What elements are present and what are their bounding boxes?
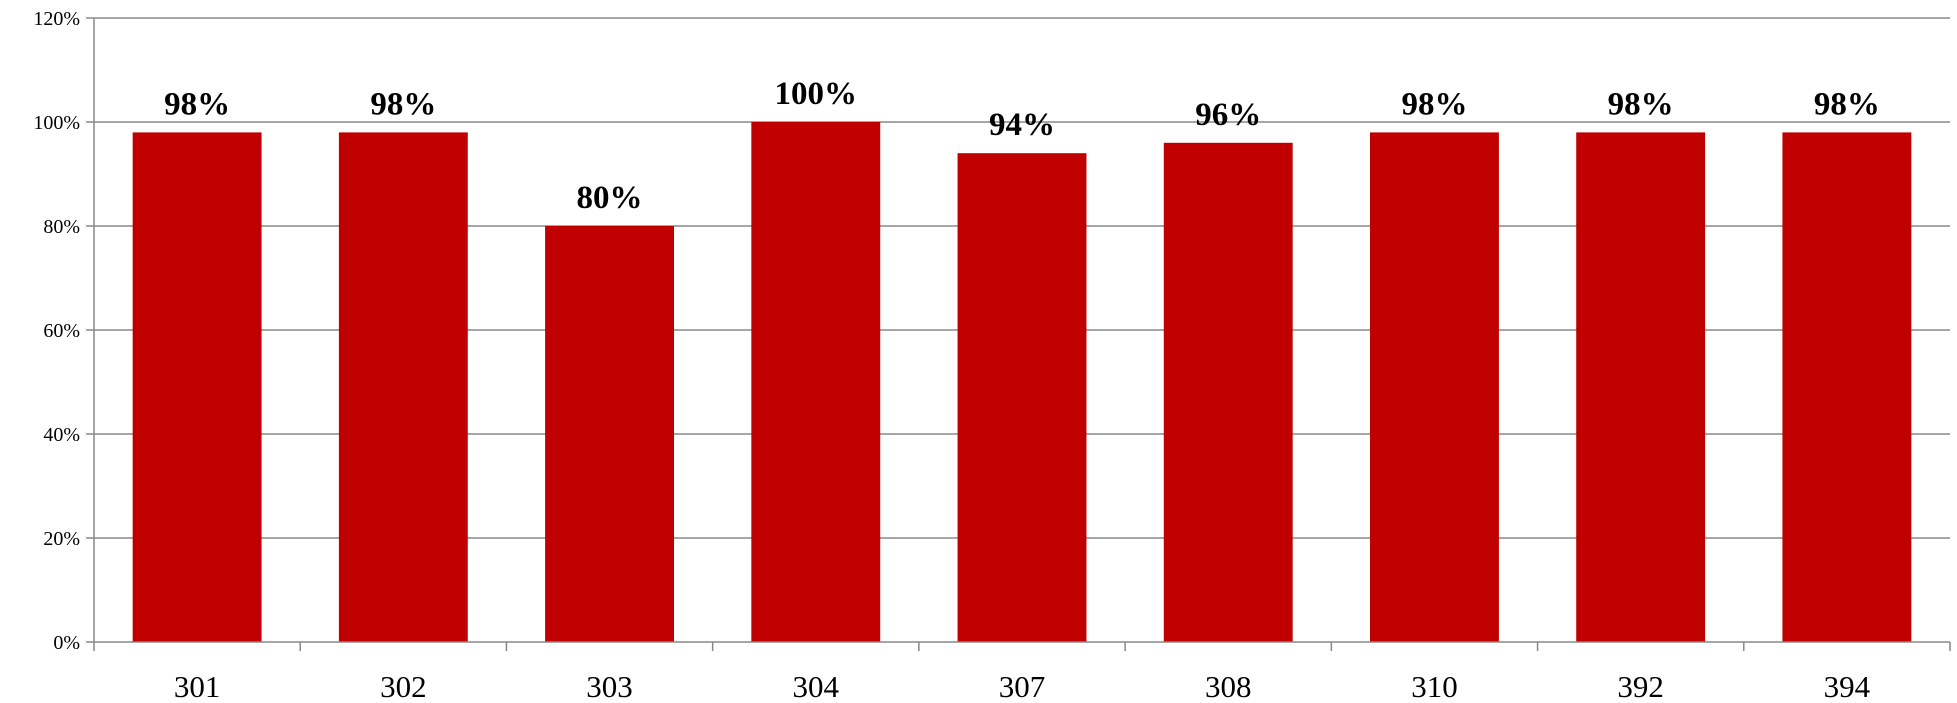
- bar: [545, 226, 674, 642]
- bar: [338, 132, 468, 642]
- y-tick-label: 0%: [53, 632, 80, 654]
- y-tick-label: 60%: [43, 320, 80, 342]
- x-tick-label: 394: [1824, 669, 1871, 703]
- data-label: 98%: [1814, 86, 1880, 122]
- x-tick-label: 392: [1617, 669, 1664, 703]
- data-label: 98%: [1608, 86, 1674, 122]
- x-tick-label: 310: [1411, 669, 1458, 703]
- y-tick-label: 20%: [43, 528, 80, 550]
- x-tick-label: 301: [174, 669, 221, 703]
- x-tick-label: 303: [586, 669, 633, 703]
- data-label: 94%: [989, 107, 1055, 143]
- x-tick-label: 304: [793, 669, 840, 703]
- bar: [1576, 132, 1706, 642]
- bar: [751, 122, 881, 642]
- bars: [132, 122, 1912, 643]
- bar: [1370, 132, 1499, 642]
- y-tick-label: 120%: [33, 8, 80, 30]
- axes: [86, 17, 1951, 651]
- y-tick-label: 100%: [33, 112, 80, 134]
- x-tick-labels: 301 302 303 304 307 308 310 392 394: [174, 669, 1871, 703]
- y-tick-label: 80%: [43, 216, 80, 238]
- bar: [132, 132, 262, 642]
- data-label: 80%: [577, 180, 643, 216]
- y-tick-labels: 0% 20% 40% 60% 80% 100% 120%: [33, 8, 80, 654]
- data-label: 98%: [164, 86, 230, 122]
- x-tick-label: 307: [999, 669, 1046, 703]
- bar: [1163, 142, 1293, 643]
- data-labels: 98% 98% 80% 100% 94% 96% 98% 98% 98%: [164, 76, 1880, 216]
- x-tick-label: 302: [380, 669, 427, 703]
- data-label: 98%: [1401, 86, 1467, 122]
- bar: [1782, 132, 1912, 642]
- data-label: 100%: [775, 76, 858, 112]
- data-label: 98%: [370, 86, 436, 122]
- bar: [957, 153, 1087, 642]
- x-tick-label: 308: [1205, 669, 1252, 703]
- y-tick-label: 40%: [43, 424, 80, 446]
- data-label: 96%: [1195, 97, 1261, 133]
